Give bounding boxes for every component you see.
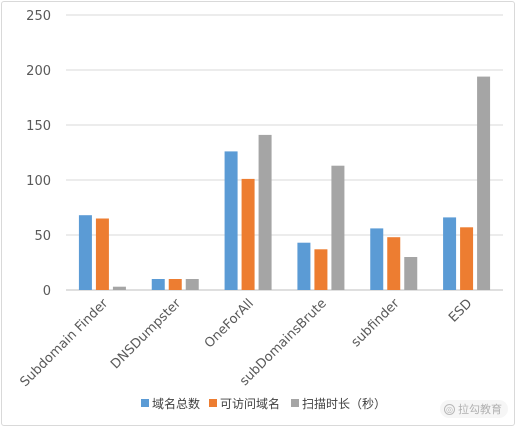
watermark-text: 拉勾教育 <box>458 403 502 416</box>
bar-3-5 <box>404 257 418 290</box>
y-tick-label: 100 <box>26 174 51 189</box>
y-tick-label: 0 <box>43 284 51 299</box>
bar-2-4 <box>314 249 328 290</box>
bar-2-5 <box>387 237 401 290</box>
bar-1-5 <box>370 228 384 290</box>
x-tick-label: OneForAll <box>202 296 257 351</box>
lagou-logo-icon: ◎ <box>444 403 455 415</box>
x-tick-label: subfinder <box>349 296 403 350</box>
x-tick-label: Subdomain Finder <box>18 296 112 390</box>
bar-3-3 <box>258 134 272 290</box>
legend-swatch-3 <box>291 399 299 407</box>
y-tick-label: 250 <box>26 9 51 24</box>
bar-3-4 <box>331 165 345 290</box>
bar-2-2 <box>168 279 182 290</box>
bar-1-4 <box>297 242 311 290</box>
gridlines <box>66 14 503 291</box>
bars <box>78 76 491 290</box>
bar-1-6 <box>443 217 457 290</box>
bar-3-6 <box>477 76 491 290</box>
legend-swatch-1 <box>141 399 149 407</box>
bar-3-1 <box>112 286 126 290</box>
bar-2-1 <box>95 218 109 290</box>
bar-1-3 <box>224 151 238 290</box>
legend-label-3: 扫描时长（秒） <box>302 397 386 411</box>
bar-3-2 <box>185 279 199 290</box>
legend: 域名总数 可访问域名 扫描时长（秒） <box>141 396 386 411</box>
y-tick-label: 200 <box>26 64 51 79</box>
bar-2-3 <box>241 178 255 290</box>
y-tick-label: 50 <box>34 229 51 244</box>
legend-swatch-2 <box>209 399 217 407</box>
legend-label-1: 域名总数 <box>152 396 200 411</box>
legend-label-2: 可访问域名 <box>220 396 280 411</box>
y-tick-label: 150 <box>26 119 51 134</box>
watermark: ◎ 拉勾教育 <box>440 400 508 418</box>
bar-2-6 <box>460 227 474 290</box>
bar-1-2 <box>151 279 165 290</box>
y-axis: 0 50 100 150 200 250 <box>26 9 51 299</box>
x-tick-label: ESD <box>446 296 475 325</box>
bar-1-1 <box>78 215 92 290</box>
x-tick-label: DNSDumpster <box>108 296 184 372</box>
